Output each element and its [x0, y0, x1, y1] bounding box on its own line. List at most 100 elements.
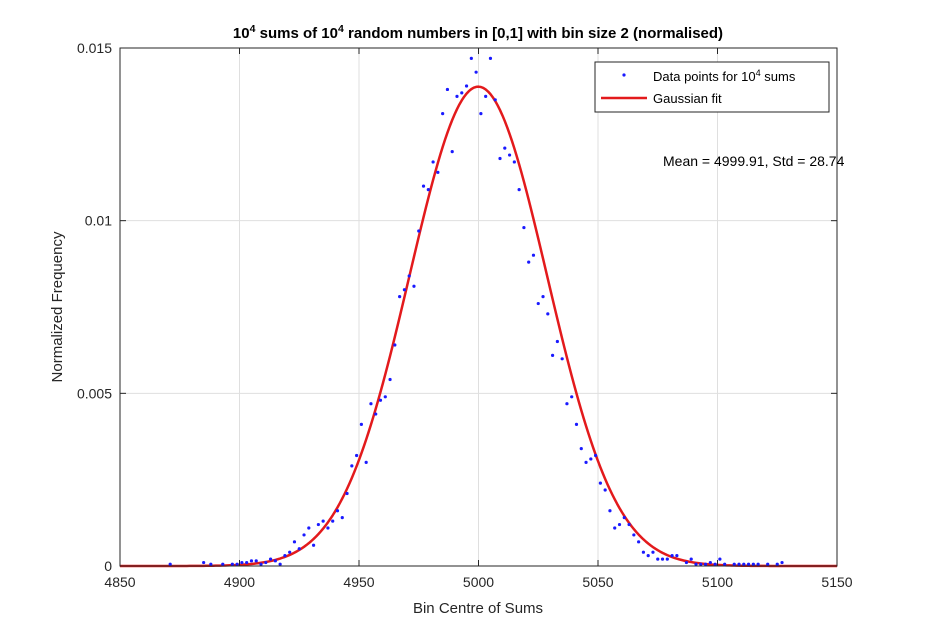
- data-point: [364, 460, 368, 464]
- data-point: [436, 170, 440, 174]
- data-point: [202, 560, 206, 565]
- data-point: [340, 516, 344, 520]
- data-point: [235, 562, 239, 566]
- data-point: [780, 560, 784, 565]
- data-point: [345, 491, 349, 496]
- data-point: [570, 395, 574, 399]
- data-point: [402, 288, 407, 292]
- data-point: [249, 559, 254, 563]
- data-point: [288, 550, 292, 554]
- data-point: [684, 560, 689, 565]
- data-point: [331, 519, 335, 523]
- data-point: [245, 560, 249, 565]
- data-point: [594, 453, 598, 458]
- data-point: [694, 562, 698, 566]
- data-point: [756, 562, 760, 566]
- data-point: [742, 562, 746, 566]
- data-point: [268, 557, 273, 561]
- data-point: [622, 516, 626, 520]
- data-point: [259, 562, 263, 566]
- data-point: [417, 229, 421, 233]
- data-point: [273, 559, 277, 563]
- data-point: [326, 526, 330, 530]
- data-point: [321, 519, 325, 523]
- data-point: [613, 526, 617, 530]
- data-point: [221, 562, 225, 566]
- data-point: [474, 70, 478, 74]
- data-point: [450, 150, 454, 154]
- data-point: [455, 94, 459, 98]
- data-point: [522, 225, 526, 230]
- data-point: [766, 562, 770, 566]
- data-point: [355, 453, 359, 458]
- data-point: [536, 301, 540, 306]
- data-point: [316, 522, 320, 527]
- data-point: [555, 339, 559, 344]
- data-point: [488, 56, 493, 60]
- legend-marker-points: [622, 73, 626, 77]
- data-point: [283, 554, 287, 558]
- legend-label-gaussian-fit: Gaussian fit: [653, 91, 722, 106]
- data-point: [412, 284, 416, 288]
- data-point: [503, 146, 507, 150]
- data-point: [297, 547, 301, 551]
- data-point: [689, 557, 693, 561]
- data-point: [732, 562, 736, 566]
- data-point: [627, 522, 631, 527]
- data-point: [517, 187, 521, 192]
- data-point: [574, 422, 579, 427]
- data-point: [699, 562, 703, 566]
- data-point: [292, 540, 297, 544]
- data-point: [335, 509, 340, 513]
- data-point: [665, 557, 669, 561]
- data-point: [546, 312, 550, 316]
- data-point: [302, 533, 306, 537]
- x-axis-ticks: 4850 4900 4950 5000 5050 5100 5150: [104, 48, 853, 590]
- data-point: [713, 562, 717, 566]
- data-point: [617, 522, 622, 527]
- data-point: [426, 187, 430, 192]
- data-point: [656, 557, 660, 561]
- data-point: [632, 533, 636, 537]
- data-point: [531, 253, 536, 257]
- data-point: [670, 554, 674, 558]
- data-points: [168, 56, 784, 566]
- data-point: [484, 94, 488, 98]
- data-point: [230, 562, 234, 566]
- data-point: [359, 422, 363, 427]
- data-point: [493, 98, 497, 102]
- data-point: [775, 562, 779, 566]
- data-point: [723, 562, 727, 566]
- data-point: [460, 91, 464, 95]
- data-point: [646, 554, 650, 558]
- data-point: [441, 112, 445, 116]
- data-point: [388, 377, 392, 382]
- legend: Data points for 104 sums Gaussian fit: [594, 61, 830, 113]
- x-tick-label: 4950: [343, 574, 374, 590]
- data-point: [498, 156, 502, 161]
- data-point: [746, 562, 751, 566]
- data-point: [254, 559, 258, 563]
- x-tick-label: 4900: [224, 574, 255, 590]
- x-tick-label: 5050: [582, 574, 613, 590]
- data-point: [479, 112, 483, 116]
- legend-box: [594, 61, 830, 113]
- data-point: [660, 557, 665, 561]
- data-point: [708, 560, 712, 565]
- chart-title: 104 sums of 104 random numbers in [0,1] …: [233, 23, 723, 42]
- data-point: [378, 398, 383, 402]
- data-point: [651, 550, 655, 554]
- stats-annotation: Mean = 4999.91, Std = 28.74: [663, 153, 845, 169]
- data-point: [307, 526, 311, 530]
- data-point: [445, 87, 450, 92]
- data-point: [311, 543, 316, 547]
- data-point: [641, 550, 646, 554]
- data-point: [264, 560, 268, 565]
- data-point: [421, 184, 426, 188]
- data-point: [469, 56, 473, 60]
- legend-label-data-points: Data points for 104 sums: [653, 68, 796, 84]
- data-point: [718, 557, 722, 561]
- data-point: [550, 353, 555, 357]
- y-tick-label: 0.005: [77, 385, 112, 401]
